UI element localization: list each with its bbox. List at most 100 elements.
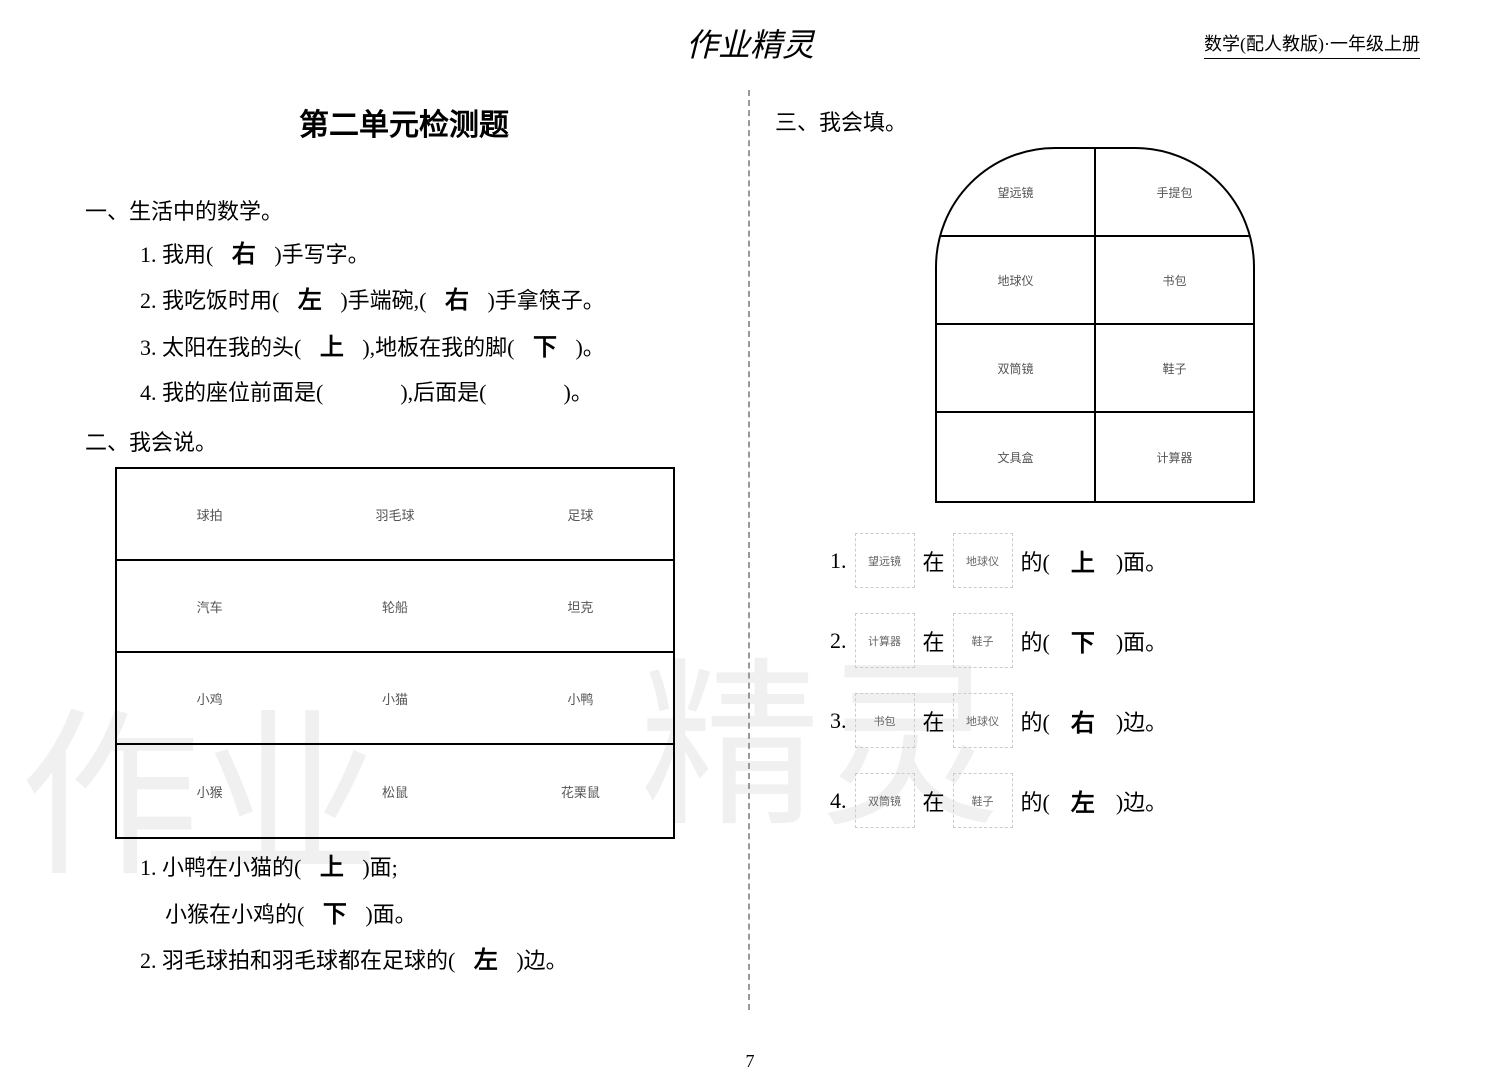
grid-cell: 汽车: [117, 561, 302, 651]
grid-cell: 球拍: [117, 469, 302, 559]
item-icon: 望远镜: [855, 533, 915, 588]
grid-cell: 望远镜: [937, 149, 1096, 235]
q4-post: )。: [564, 380, 593, 405]
s2-q1a-ans: 上: [307, 849, 357, 887]
after-text: 的(: [1021, 625, 1050, 657]
grid-cell: 地球仪: [937, 237, 1096, 323]
s2-q2-pre: 2. 羽毛球拍和羽毛球都在足球的(: [140, 948, 455, 973]
s2-q2: 2. 羽毛球拍和羽毛球都在足球的( 左 )边。: [140, 942, 723, 980]
s2-q1a-post: )面;: [362, 855, 397, 880]
q1-answer: 右: [219, 236, 269, 274]
header-logo: 作业精灵: [686, 20, 814, 66]
grid-cell: 松鼠: [302, 745, 487, 837]
after-text: 的(: [1021, 705, 1050, 737]
s2-q2-ans: 左: [461, 942, 511, 980]
tail-text: )面。: [1116, 625, 1167, 657]
grid-cell: 足球: [488, 469, 673, 559]
grid-cell: 轮船: [302, 561, 487, 651]
fill-line: 1. 望远镜在地球仪的(上)面。: [830, 533, 1415, 588]
grid-cell: 小猴: [117, 745, 302, 837]
item-icon: 地球仪: [953, 533, 1013, 588]
tail-text: )边。: [1116, 705, 1167, 737]
s2-q1b-ans: 下: [310, 896, 360, 934]
q3-ans1: 上: [307, 329, 357, 367]
line-num: 4.: [830, 788, 847, 814]
fill-line: 2.计算器在鞋子的(下)面。: [830, 613, 1415, 668]
image-grid-right: 望远镜手提包地球仪书包双筒镜鞋子文具盒计算器: [935, 147, 1255, 503]
item-icon: 双筒镜: [855, 773, 915, 828]
section-1-heading: 一、生活中的数学。: [85, 194, 723, 226]
image-grid: 球拍 羽毛球 足球 汽车 轮船 坦克 小鸡 小猫 小鸭 小猴 松鼠 花栗鼠: [115, 467, 675, 839]
grid-cell: 计算器: [1096, 413, 1253, 501]
mid-text: 在: [923, 785, 945, 817]
mid-text: 在: [923, 545, 945, 577]
grid-cell: 鞋子: [1096, 325, 1253, 411]
grid-row: 汽车 轮船 坦克: [117, 561, 673, 653]
q2-ans1: 左: [285, 282, 335, 320]
fill-line: 4. 双筒镜在鞋子的(左)边。: [830, 773, 1415, 828]
item-icon: 计算器: [855, 613, 915, 668]
q3-pre: 3. 太阳在我的头(: [140, 335, 301, 360]
q2-post: )手拿筷子。: [487, 288, 604, 313]
grid-cell: 双筒镜: [937, 325, 1096, 411]
right-column: 三、我会填。望远镜手提包地球仪书包双筒镜鞋子文具盒计算器1.望远镜在地球仪的(上…: [750, 90, 1440, 1010]
item-icon: 鞋子: [953, 773, 1013, 828]
grid-row: 双筒镜鞋子: [937, 325, 1253, 413]
q1-post: )手写字。: [274, 242, 369, 267]
mid-text: 在: [923, 625, 945, 657]
line-num: 3.: [830, 708, 847, 734]
line-num: 1.: [830, 548, 847, 574]
grid-cell: 羽毛球: [302, 469, 487, 559]
grid-cell: 花栗鼠: [488, 745, 673, 837]
s2-q1a: 1. 小鸭在小猫的( 上 )面;: [140, 849, 723, 887]
mid-text: 在: [923, 705, 945, 737]
q2-mid: )手端碗,(: [340, 288, 426, 313]
question-2: 2. 我吃饭时用( 左 )手端碗,( 右 )手拿筷子。: [140, 282, 723, 320]
answer: 下: [1058, 623, 1108, 658]
q3-mid: ),地板在我的脚(: [362, 335, 514, 360]
question-4: 4. 我的座位前面是( ),后面是( )。: [140, 375, 723, 410]
content-area: 第二单元检测题 一、生活中的数学。 1. 我用( 右 )手写字。 2. 我吃饭时…: [60, 90, 1440, 1010]
q4-pre: 4. 我的座位前面是(: [140, 380, 323, 405]
question-3: 3. 太阳在我的头( 上 ),地板在我的脚( 下 )。: [140, 329, 723, 367]
answer: 上: [1058, 543, 1108, 578]
q4-blank1: [329, 375, 395, 410]
after-text: 的(: [1021, 785, 1050, 817]
s2-q1b-post: )面。: [365, 902, 416, 927]
s2-q1a-pre: 1. 小鸭在小猫的(: [140, 855, 301, 880]
grid-row: 地球仪书包: [937, 237, 1253, 325]
grid-row: 球拍 羽毛球 足球: [117, 469, 673, 561]
s2-q1b: 小猴在小鸡的( 下 )面。: [165, 896, 723, 934]
s2-q2-post: )边。: [516, 948, 567, 973]
tail-text: )面。: [1116, 545, 1167, 577]
grid-cell: 书包: [1096, 237, 1253, 323]
item-icon: 书包: [855, 693, 915, 748]
item-icon: 地球仪: [953, 693, 1013, 748]
grid-cell: 文具盒: [937, 413, 1096, 501]
page-title: 第二单元检测题: [85, 100, 723, 144]
q2-ans2: 右: [432, 282, 482, 320]
answer: 右: [1058, 703, 1108, 738]
section-2-heading: 二、我会说。: [85, 425, 723, 457]
left-column: 第二单元检测题 一、生活中的数学。 1. 我用( 右 )手写字。 2. 我吃饭时…: [60, 90, 750, 1010]
answer: 左: [1058, 783, 1108, 818]
grid-cell: 小猫: [302, 653, 487, 743]
grid-row: 望远镜手提包: [937, 149, 1253, 237]
q1-pre: 1. 我用(: [140, 242, 213, 267]
grid-cell: 小鸡: [117, 653, 302, 743]
grid-cell: 小鸭: [488, 653, 673, 743]
grid-row: 小鸡 小猫 小鸭: [117, 653, 673, 745]
q4-blank2: [492, 375, 558, 410]
q2-pre: 2. 我吃饭时用(: [140, 288, 279, 313]
q3-ans2: 下: [520, 329, 570, 367]
grid-row: 文具盒计算器: [937, 413, 1253, 501]
question-1: 1. 我用( 右 )手写字。: [140, 236, 723, 274]
line-num: 2.: [830, 628, 847, 654]
tail-text: )边。: [1116, 785, 1167, 817]
q3-post: )。: [575, 335, 604, 360]
page-number: 7: [746, 1051, 755, 1072]
book-info: 数学(配人教版)·一年级上册: [1204, 30, 1420, 59]
s2-q1b-pre: 小猴在小鸡的(: [165, 902, 304, 927]
grid-cell: 手提包: [1096, 149, 1253, 235]
after-text: 的(: [1021, 545, 1050, 577]
